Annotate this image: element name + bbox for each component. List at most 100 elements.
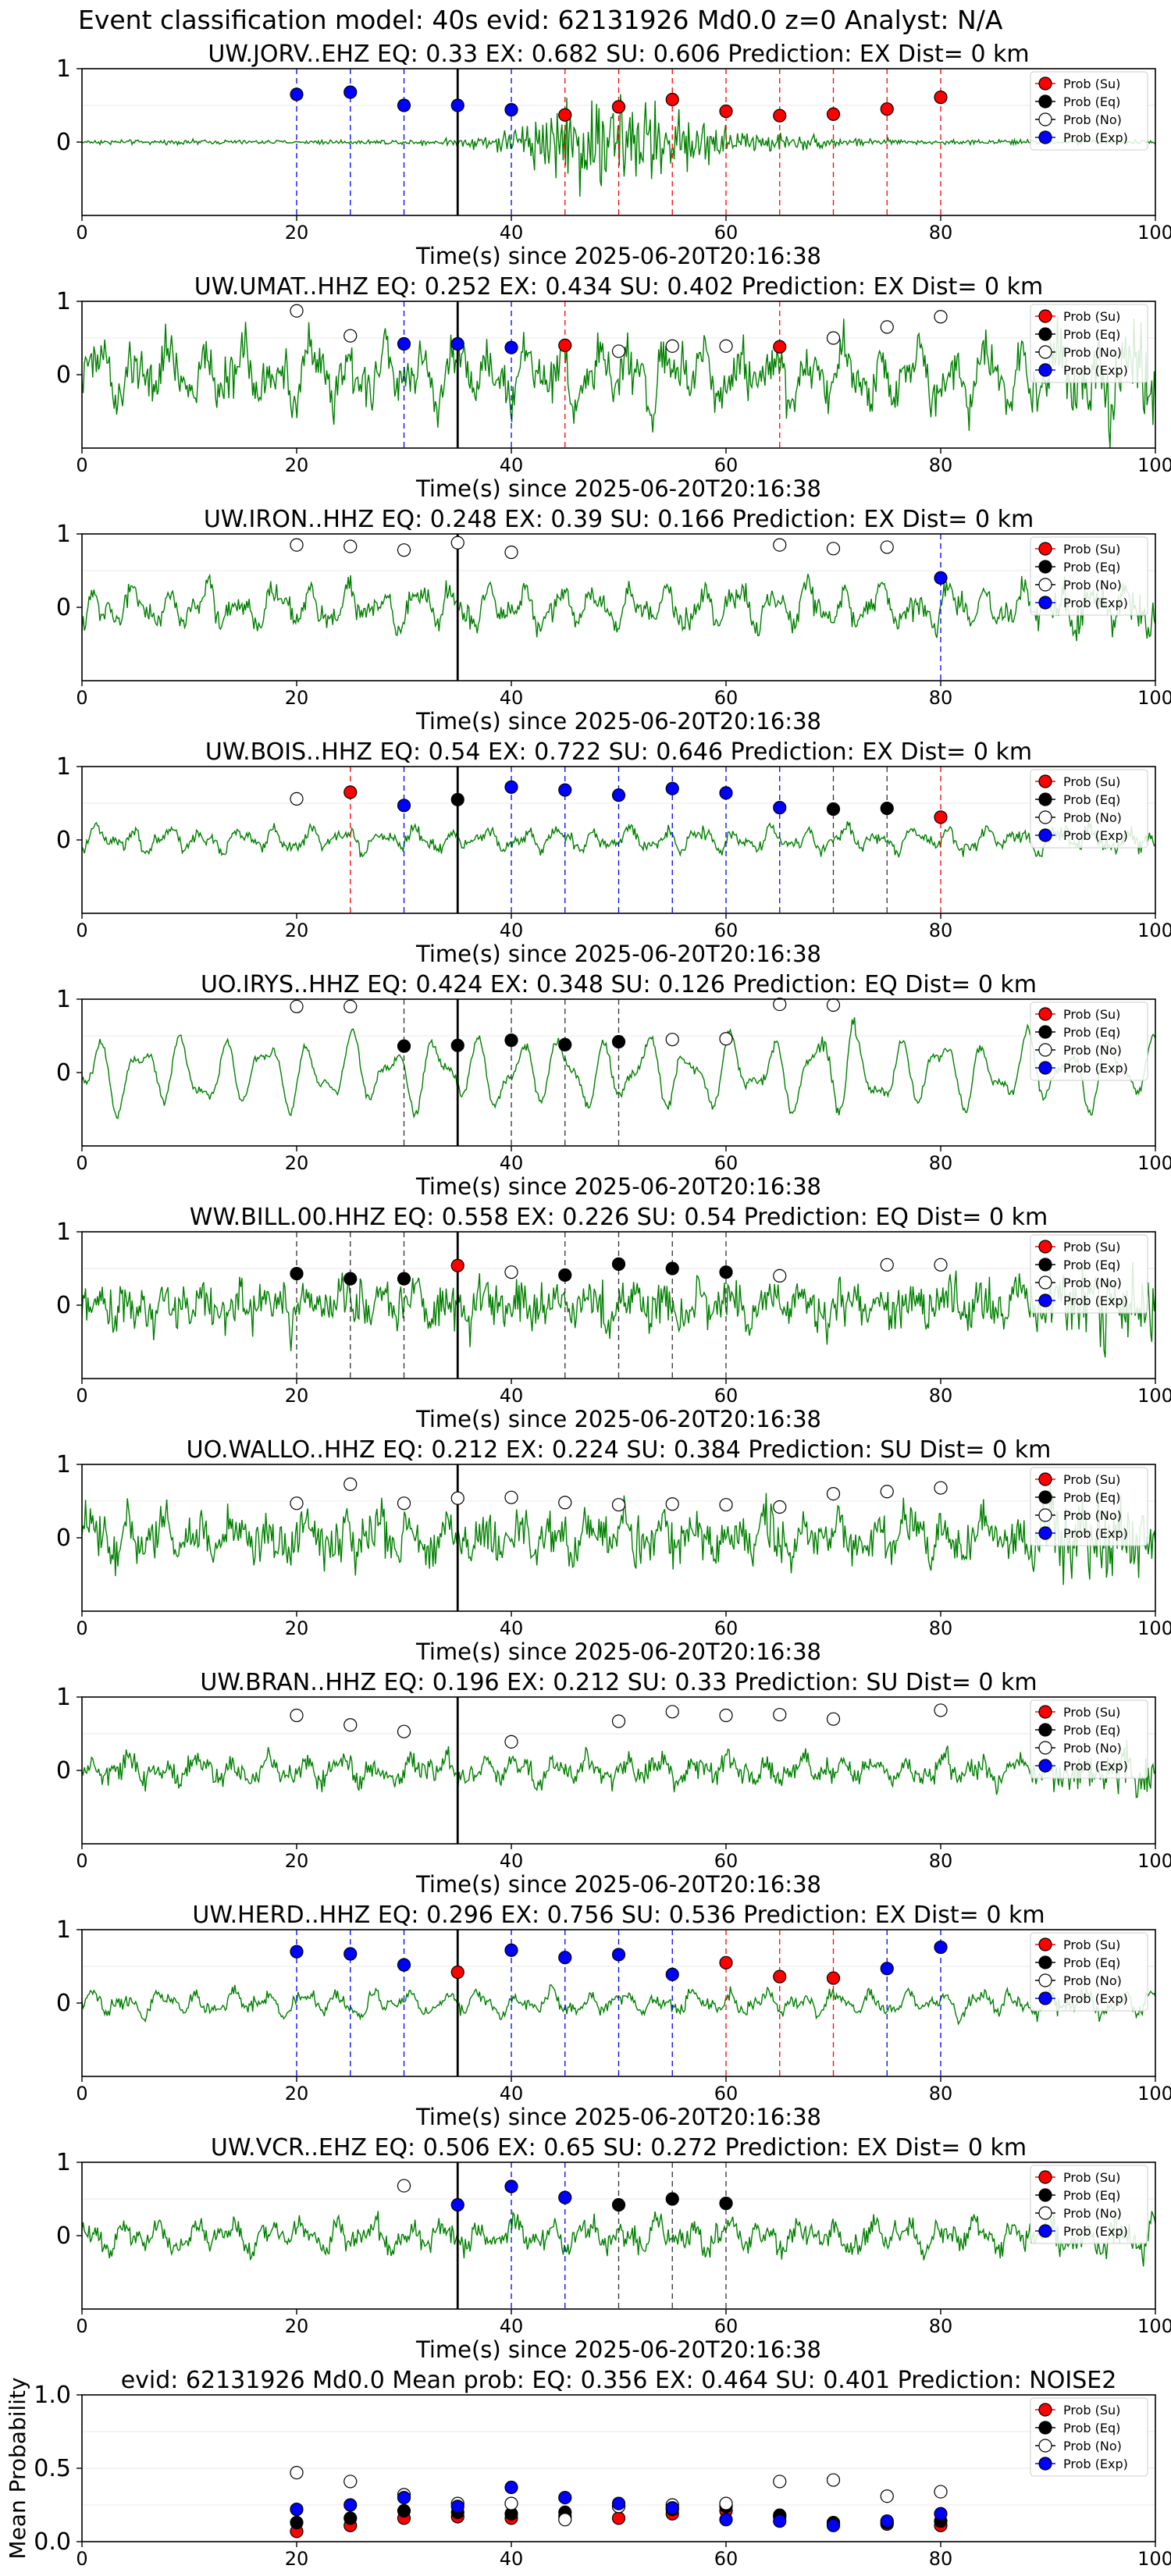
x-tick-label: 100 <box>1137 1850 1171 1872</box>
y-tick-label: 0 <box>56 594 71 621</box>
x-axis-label: Time(s) since 2025-06-20T20:16:38 <box>415 2336 821 2363</box>
legend-label-exp: Prob (Exp) <box>1063 1526 1128 1541</box>
x-tick-label: 60 <box>714 2315 739 2337</box>
legend-marker-exp <box>1038 2457 1052 2471</box>
legend-marker-su <box>1038 1472 1052 1486</box>
mean-marker-no <box>504 2496 518 2510</box>
panel-6: UO.WALLO..HHZ EQ: 0.212 EX: 0.224 SU: 0.… <box>56 1436 1171 1665</box>
legend: Prob (Su) Prob (Eq) Prob (No) Prob (Exp) <box>1030 1932 1148 2012</box>
legend: Prob (Su) Prob (Eq) Prob (No) Prob (Exp) <box>1030 71 1148 151</box>
prob-marker-exp <box>343 1947 358 1961</box>
legend-label-su: Prob (Su) <box>1063 1937 1120 1952</box>
prob-marker-no <box>504 1265 518 1279</box>
legend-marker-exp <box>1038 2224 1052 2238</box>
prob-marker-exp <box>397 98 411 112</box>
x-tick-label: 0 <box>76 687 87 709</box>
legend-marker-eq <box>1038 2188 1052 2202</box>
axes-frame <box>81 301 1156 449</box>
y-tick-label: 1 <box>56 1916 71 1944</box>
mean-marker-exp <box>504 2480 518 2495</box>
prob-marker-su <box>558 338 572 352</box>
x-tick-label: 0 <box>76 1850 87 1872</box>
prob-marker-no <box>558 1496 572 1510</box>
x-tick-label: 80 <box>929 1850 953 1872</box>
legend-label-no: Prob (No) <box>1063 2206 1122 2221</box>
legend-marker-su <box>1038 76 1052 91</box>
prob-marker-eq <box>719 2197 733 2211</box>
mean-marker-exp <box>719 2513 733 2527</box>
prob-marker-no <box>343 329 358 343</box>
y-tick-label: 0.0 <box>34 2528 71 2556</box>
legend-marker-su <box>1038 1240 1052 1254</box>
mean-marker-exp <box>665 2501 679 2515</box>
prob-marker-no <box>826 1486 841 1501</box>
legend-frame <box>1030 71 1148 151</box>
mean-marker-no <box>934 2485 948 2499</box>
x-tick-label: 0 <box>76 1617 87 1639</box>
legend-marker-eq <box>1038 1490 1052 1504</box>
x-tick-label: 80 <box>929 1152 953 1174</box>
prob-marker-no <box>665 1497 679 1511</box>
legend-label-exp: Prob (Exp) <box>1063 130 1128 145</box>
prob-marker-eq <box>290 1266 304 1281</box>
legend-marker-su <box>1038 1937 1052 1952</box>
x-tick-label: 100 <box>1137 2083 1171 2105</box>
legend-frame <box>1030 2165 1148 2244</box>
prob-marker-no <box>611 1498 626 1512</box>
panel-title: UW.IRON..HHZ EQ: 0.248 EX: 0.39 SU: 0.16… <box>204 506 1034 533</box>
x-tick-label: 20 <box>285 454 309 476</box>
mean-marker-eq <box>397 2503 411 2518</box>
x-tick-label: 100 <box>1137 920 1171 941</box>
prob-marker-no <box>880 1258 894 1272</box>
prob-marker-eq <box>450 1038 464 1052</box>
x-tick-label: 100 <box>1137 2548 1171 2570</box>
legend-label-su: Prob (Su) <box>1063 1007 1120 1022</box>
legend-marker-exp <box>1038 1991 1052 2005</box>
legend-marker-eq <box>1038 1723 1052 1737</box>
prob-marker-eq <box>397 1272 411 1286</box>
legend-label-no: Prob (No) <box>1063 578 1122 592</box>
prob-marker-no <box>290 1708 304 1723</box>
legend: Prob (Su) Prob (Eq) Prob (No) Prob (Exp) <box>1030 1234 1148 1314</box>
panel-3: UW.BOIS..HHZ EQ: 0.54 EX: 0.722 SU: 0.64… <box>56 738 1171 967</box>
legend-label-no: Prob (No) <box>1063 810 1122 825</box>
legend-label-no: Prob (No) <box>1063 1043 1122 1058</box>
legend-marker-eq <box>1038 560 1052 574</box>
prob-marker-no <box>773 1500 787 1514</box>
legend-frame <box>1030 1932 1148 2012</box>
legend-frame <box>1030 1467 1148 1546</box>
x-tick-label: 60 <box>714 920 739 941</box>
prob-marker-no <box>611 344 626 358</box>
prob-marker-exp <box>290 1944 304 1959</box>
mean-marker-exp <box>611 2496 626 2510</box>
prob-marker-no <box>343 539 358 553</box>
mean-marker-exp <box>826 2518 841 2532</box>
prob-marker-no <box>880 320 894 334</box>
y-axis-label: Mean Probability <box>5 2377 30 2559</box>
x-tick-label: 80 <box>929 2083 953 2105</box>
prob-marker-no <box>290 538 304 552</box>
x-tick-label: 100 <box>1137 687 1171 709</box>
legend: Prob (Su) Prob (Eq) Prob (No) Prob (Exp) <box>1030 1002 1148 1081</box>
panel-7: UW.BRAN..HHZ EQ: 0.196 EX: 0.212 SU: 0.3… <box>56 1669 1171 1898</box>
prob-marker-no <box>719 1708 733 1723</box>
prob-marker-exp <box>773 801 787 815</box>
legend-frame <box>1030 1002 1148 1081</box>
legend-marker-exp <box>1038 130 1052 144</box>
legend-marker-no <box>1038 578 1052 592</box>
prob-marker-no <box>397 1724 411 1738</box>
legend-label-exp: Prob (Exp) <box>1063 2457 1128 2471</box>
legend-frame <box>1030 304 1148 383</box>
mean-marker-no <box>290 2466 304 2480</box>
prob-marker-no <box>611 1714 626 1728</box>
mean-marker-eq <box>343 2511 358 2525</box>
x-tick-label: 100 <box>1137 2315 1171 2337</box>
legend-marker-no <box>1038 1043 1052 1057</box>
x-tick-label: 40 <box>500 2548 524 2570</box>
panel-8: UW.HERD..HHZ EQ: 0.296 EX: 0.756 SU: 0.5… <box>56 1902 1171 2130</box>
prob-marker-exp <box>450 2197 464 2212</box>
prob-marker-no <box>934 1703 948 1717</box>
legend-label-su: Prob (Su) <box>1063 774 1120 789</box>
prob-marker-no <box>880 540 894 554</box>
